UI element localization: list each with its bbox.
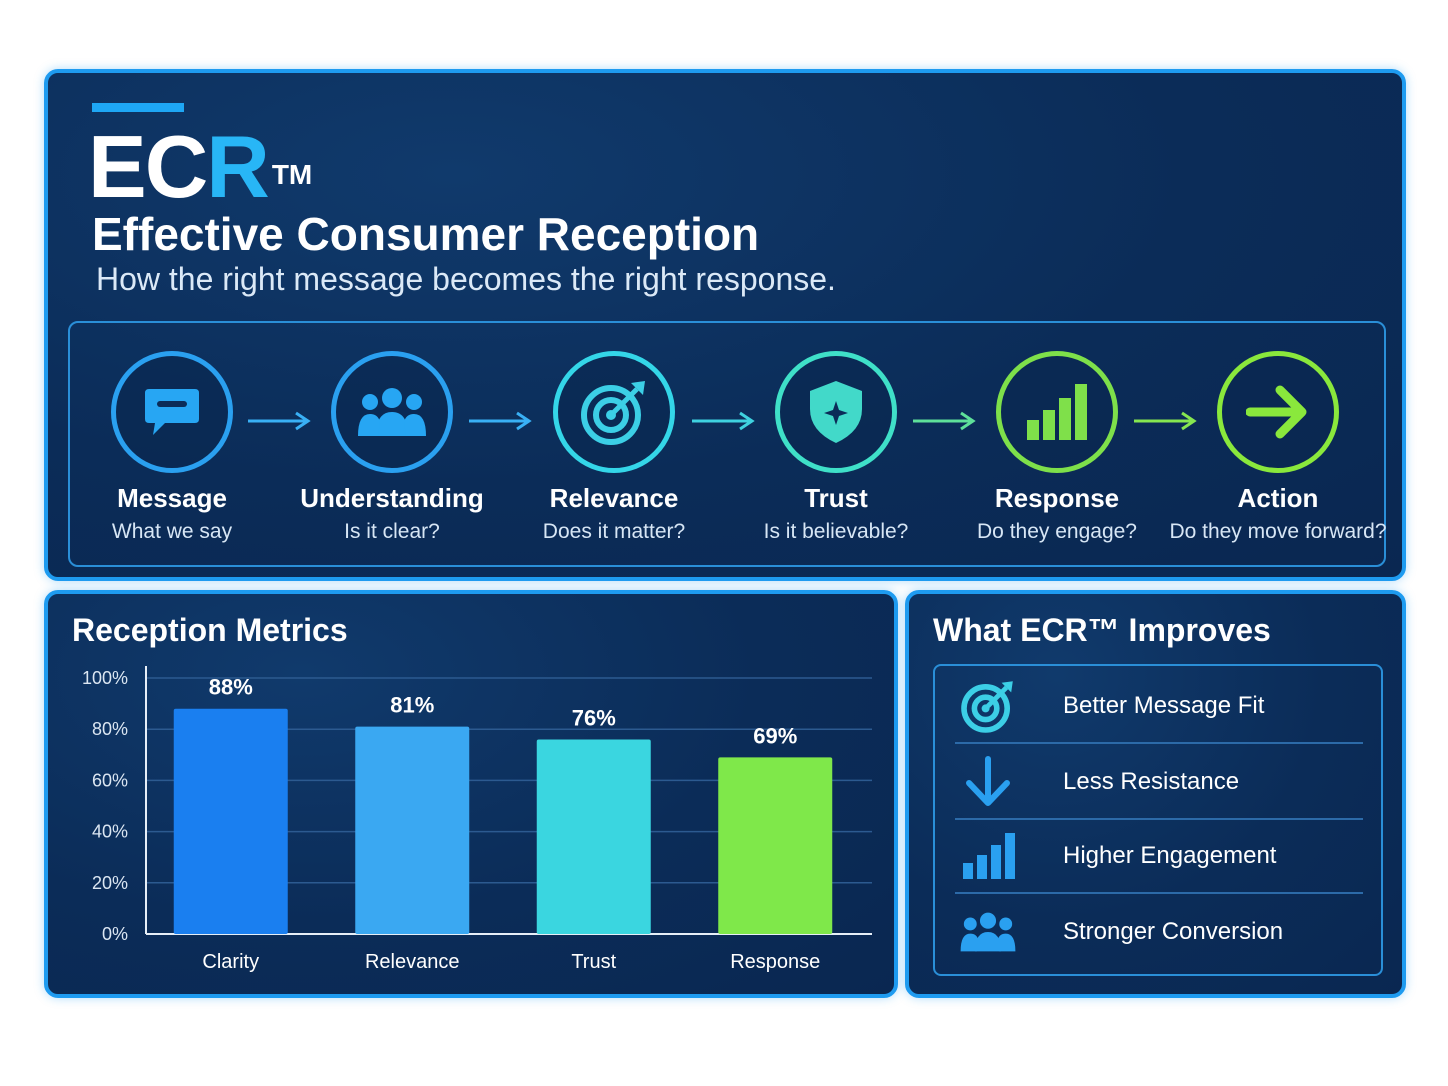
improves-title: What ECR™ Improves (933, 612, 1271, 648)
flow-step-name: Response (994, 483, 1120, 513)
list-item-label: Better Message Fit (1063, 692, 1265, 719)
y-tick-label: 80% (92, 719, 128, 739)
shield-icon (775, 351, 897, 473)
reception-metrics-chart: 0% 20% 40% 60% 80% 100% 88% Clarity 81% Relevance… (82, 666, 872, 973)
flow-arrow-icon (913, 411, 976, 431)
flow-step-understanding: Understanding Is it clear? (282, 323, 502, 569)
flow-step-message: Message What we say (62, 323, 282, 569)
x-tick-label: Relevance (365, 951, 460, 973)
metrics-title: Reception Metrics (72, 612, 348, 648)
flow-step-name: Trust (804, 483, 868, 513)
y-tick-label: 20% (92, 873, 128, 893)
flow-step-relevance: Relevance Does it matter? (504, 323, 724, 569)
flow-step-name: Relevance (549, 483, 679, 513)
y-tick-label: 0% (102, 924, 128, 944)
flow-step-name: Message (117, 483, 227, 513)
data-label: 76% (572, 705, 616, 730)
people-group-icon (331, 351, 453, 473)
y-tick-label: 100% (82, 668, 128, 688)
x-tick-label: Clarity (202, 951, 259, 973)
flow-step-trust: Trust Is it believable? (726, 323, 946, 569)
flow-step-question: Is it clear? (344, 520, 440, 543)
accent-bar (92, 103, 184, 112)
ecr-logo: ECR TM (88, 123, 312, 211)
data-label: 88% (209, 675, 253, 700)
logo-r: R (206, 117, 270, 216)
flow-step-question: What we say (111, 520, 233, 543)
reception-metrics-panel: Reception Metrics 0% 20% 40% 60% 80% 100% 88% C… (44, 590, 898, 998)
list-item: Better Message Fit (955, 668, 1363, 744)
flow-arrow-icon (692, 411, 755, 431)
flow-arrow-icon (1134, 411, 1197, 431)
list-item: Less Resistance (955, 744, 1363, 820)
people-group-icon (959, 904, 1017, 960)
flow-arrow-icon (248, 411, 311, 431)
reception-flow: Message What we say Understanding Is it … (68, 321, 1388, 569)
flow-step-name: Understanding (300, 483, 484, 513)
list-item-label: Higher Engagement (1063, 842, 1277, 869)
list-item-label: Less Resistance (1063, 768, 1240, 795)
bar-chart-icon (959, 828, 1017, 884)
list-item-label: Stronger Conversion (1063, 918, 1284, 945)
flow-step-name: Action (1237, 483, 1319, 513)
data-label: 69% (753, 723, 797, 748)
list-item: Higher Engagement (955, 818, 1363, 894)
page-title: Effective Consumer Reception (92, 208, 760, 260)
arrow-right-icon (1217, 351, 1339, 473)
bar (536, 739, 651, 934)
data-label: 81% (390, 693, 434, 718)
improvements-list: Better Message Fit Less Resistance Hig (933, 664, 1383, 976)
target-icon (959, 678, 1017, 734)
bar (355, 726, 470, 934)
x-tick-label: Trust (571, 951, 616, 973)
bar (173, 708, 288, 934)
improvements-panel: What ECR™ Improves Better Message Fit (905, 590, 1406, 998)
flow-step-question: Is it believable? (763, 520, 909, 543)
logo-trademark: TM (271, 159, 313, 190)
flow-arrow-icon (469, 411, 532, 431)
ecr-header-panel: ECR TM Effective Consumer Reception How t… (44, 69, 1406, 581)
flow-step-question: Does it matter? (542, 520, 686, 543)
flow-step-response: Response Do they engage? (947, 323, 1167, 569)
bar-chart-icon (996, 351, 1118, 473)
list-item: Stronger Conversion (955, 894, 1363, 970)
bar (718, 757, 833, 934)
tagline: How the right message becomes the right … (96, 261, 836, 297)
speech-bubble-icon (111, 351, 233, 473)
logo-ec: EC (88, 117, 208, 216)
x-tick-label: Response (730, 951, 820, 973)
y-tick-label: 60% (92, 770, 128, 790)
flow-step-question: Do they engage? (977, 520, 1137, 543)
target-icon (553, 351, 675, 473)
flow-step-action: Action Do they move forward? (1168, 323, 1388, 569)
flow-step-question: Do they move forward? (1169, 520, 1387, 543)
arrow-down-icon (959, 754, 1017, 810)
y-tick-label: 40% (92, 822, 128, 842)
